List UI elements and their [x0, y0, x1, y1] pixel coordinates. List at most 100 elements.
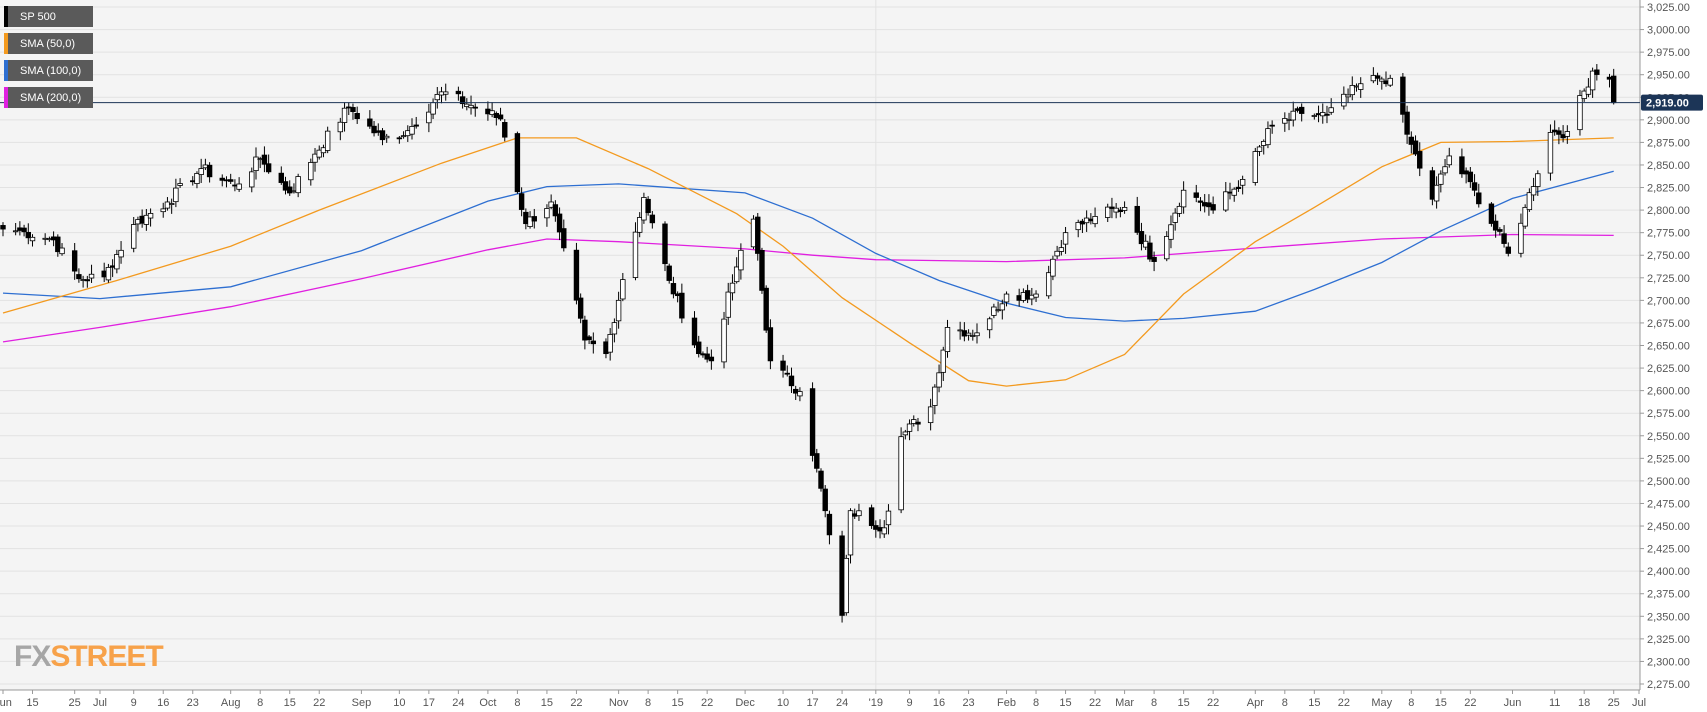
candle [1379, 76, 1385, 90]
candle-body-down [396, 137, 403, 140]
legend-item-sma100[interactable]: SMA (100,0) [4, 60, 94, 81]
candle-body-up [721, 318, 727, 363]
x-tick-label: 16 [933, 697, 945, 709]
x-tick-label: Dec [735, 697, 755, 709]
candle-body-down [780, 360, 786, 371]
candle-body-down [1109, 206, 1115, 209]
x-tick-label: 15 [1177, 697, 1189, 709]
candle [164, 197, 171, 211]
candle-body-up [1050, 258, 1056, 277]
candle [1164, 231, 1170, 262]
candle [1446, 147, 1452, 168]
candle-body-down [531, 216, 537, 222]
candle-body-up [434, 94, 440, 101]
candle [915, 417, 921, 432]
candle-body-up [936, 372, 942, 388]
candle [12, 222, 19, 236]
candle [160, 202, 166, 218]
candle-body-up [236, 183, 242, 190]
candle [219, 174, 225, 187]
candle-body-up [118, 249, 124, 258]
x-tick-label: 22 [701, 697, 713, 709]
candle-body-up [940, 349, 946, 373]
y-tick-label: 2,375.00 [1647, 589, 1690, 601]
candle [1589, 67, 1596, 98]
x-tick-label: 15 [1435, 697, 1447, 709]
candle [1488, 202, 1495, 227]
candle-body-up [843, 557, 849, 614]
candle [337, 117, 344, 141]
candle-body-up [1387, 77, 1393, 86]
candle-body-down [497, 114, 504, 120]
candle [1193, 184, 1199, 203]
candle [105, 263, 112, 283]
candle-body-up [1379, 78, 1385, 82]
candle [721, 311, 727, 369]
candle-body-down [1501, 233, 1507, 244]
y-tick-label: 2,875.00 [1647, 137, 1690, 149]
candle [986, 316, 993, 339]
x-tick-label: 11 [1549, 697, 1560, 709]
candle-body-up [164, 201, 171, 209]
candle [822, 485, 828, 518]
candle-body-down [1193, 192, 1199, 198]
candle-body-down [556, 213, 563, 233]
candle-body-up [1290, 110, 1296, 121]
candle [489, 102, 495, 118]
candle-body-up [1265, 128, 1271, 146]
candle-body-up [341, 107, 348, 123]
candle-body-up [308, 162, 314, 181]
candle [1505, 242, 1511, 257]
candle [729, 274, 736, 301]
sma-50-path [2, 137, 1614, 387]
candle [906, 419, 913, 441]
candle [632, 222, 639, 281]
y-tick-label: 2,900.00 [1647, 115, 1690, 127]
candle [1518, 213, 1524, 258]
candle [586, 335, 592, 345]
candle [725, 282, 731, 325]
candle-body-up [1231, 188, 1237, 196]
candle-body-up [1176, 205, 1183, 214]
candle [1412, 135, 1419, 156]
candle [611, 318, 618, 343]
candle-body-up [620, 279, 626, 300]
y-tick-label: 3,025.00 [1647, 2, 1690, 14]
x-tick-label: 22 [1089, 697, 1101, 709]
candle [1290, 101, 1296, 127]
candle-body-down [84, 279, 91, 282]
candle-body-down [1374, 75, 1381, 79]
x-tick-label: Feb [997, 697, 1016, 709]
candle [1210, 196, 1216, 214]
x-tick-label: 9 [131, 697, 137, 709]
candle [1328, 98, 1334, 115]
candle-body-down [1611, 75, 1617, 104]
candle-body-down [1235, 186, 1242, 189]
candle-body-down [0, 225, 6, 230]
candle-body-up [143, 214, 150, 225]
candle [1311, 113, 1318, 120]
candle-body-down [472, 106, 478, 109]
x-tick-label: 15 [1308, 697, 1320, 709]
candle-body-down [350, 107, 356, 113]
x-tick-label: 15 [672, 697, 684, 709]
candle-body-down [278, 172, 284, 183]
legend-item-sma50[interactable]: SMA (50,0) [4, 33, 94, 54]
candle-body-down [265, 163, 272, 173]
legend-item-sma200[interactable]: SMA (200,0) [4, 87, 94, 108]
candle-body-up [468, 104, 474, 109]
candle [1058, 239, 1065, 256]
candle [227, 173, 234, 184]
candle [738, 243, 744, 280]
candle [615, 291, 622, 329]
legend-item-sp500[interactable]: SP 500 [4, 6, 94, 27]
candle [636, 212, 643, 238]
candle [826, 510, 833, 545]
candle [577, 293, 584, 324]
candle-body-down [814, 453, 820, 469]
candle [59, 243, 65, 256]
candle-body-down [287, 186, 293, 194]
x-tick-label: Jul [93, 697, 107, 709]
x-tick-label: Oct [479, 697, 496, 709]
candle-body-down [649, 214, 656, 224]
